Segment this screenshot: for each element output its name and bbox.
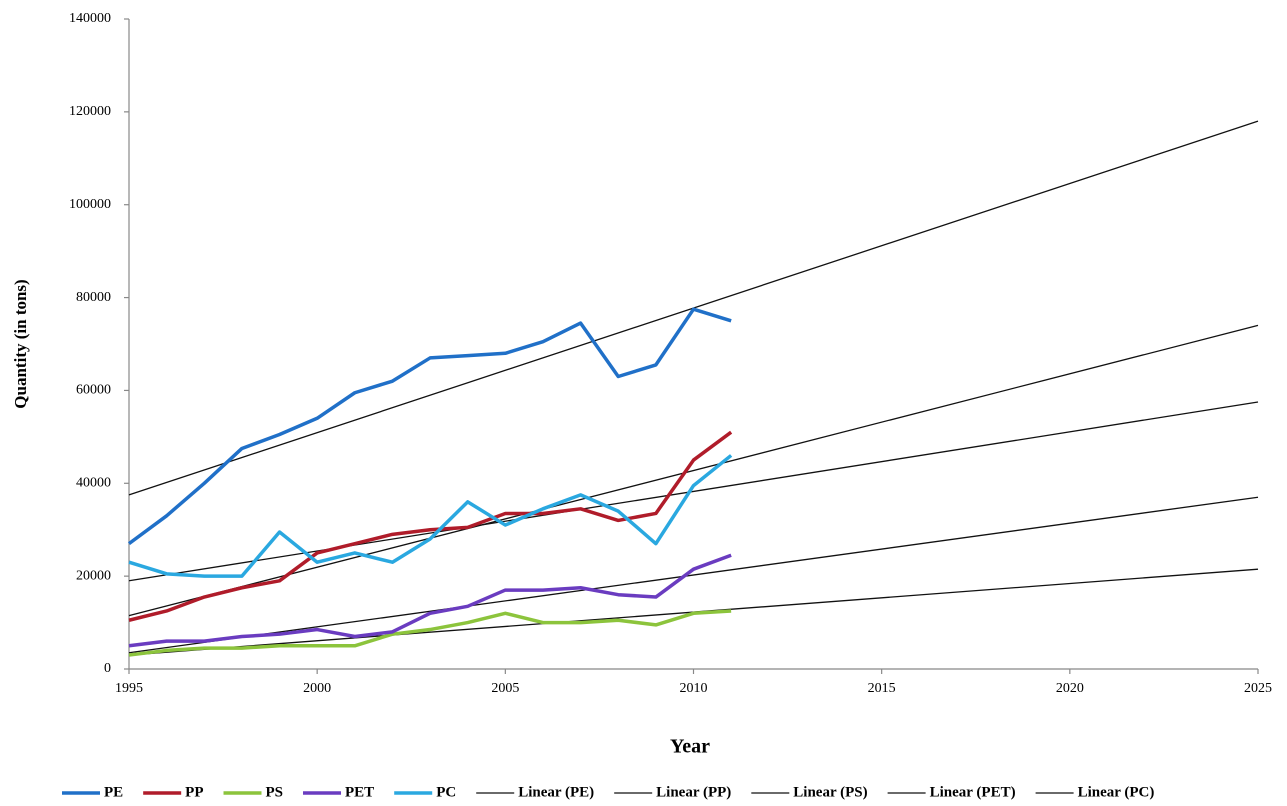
legend-label: Linear (PET) bbox=[930, 784, 1016, 800]
legend-label: PS bbox=[266, 784, 284, 800]
y-tick-label: 40000 bbox=[76, 476, 111, 491]
x-tick-label: 2020 bbox=[1056, 681, 1084, 696]
legend-label: PE bbox=[104, 784, 123, 800]
series-line bbox=[128, 454, 733, 578]
series-line bbox=[128, 553, 732, 648]
x-axis-label: Year bbox=[670, 736, 710, 758]
x-tick-label: 2005 bbox=[491, 681, 519, 696]
series-line bbox=[128, 430, 733, 622]
legend-label: PC bbox=[436, 784, 456, 800]
series-line bbox=[128, 324, 1259, 617]
y-axis-label: Quantity (in tons) bbox=[11, 279, 30, 408]
x-tick-label: 2010 bbox=[680, 681, 708, 696]
y-tick-label: 120000 bbox=[69, 104, 111, 119]
y-tick-label: 0 bbox=[104, 661, 111, 676]
legend-label: Linear (PE) bbox=[518, 784, 594, 800]
y-tick-label: 60000 bbox=[76, 383, 111, 398]
legend-label: PP bbox=[185, 784, 203, 800]
y-tick-label: 20000 bbox=[76, 568, 111, 583]
x-tick-label: 2015 bbox=[868, 681, 896, 696]
legend-label: Linear (PP) bbox=[656, 784, 731, 800]
y-tick-label: 80000 bbox=[76, 290, 111, 305]
x-tick-label: 2000 bbox=[303, 681, 331, 696]
y-tick-label: 100000 bbox=[69, 197, 111, 212]
legend-label: PET bbox=[345, 784, 374, 800]
series-line bbox=[127, 307, 732, 546]
x-tick-label: 1995 bbox=[115, 681, 143, 696]
y-tick-label: 140000 bbox=[69, 11, 111, 26]
series-line bbox=[128, 609, 732, 657]
legend-label: Linear (PS) bbox=[793, 784, 867, 800]
x-tick-label: 2025 bbox=[1244, 681, 1272, 696]
series-line bbox=[128, 496, 1259, 654]
series-line bbox=[128, 401, 1259, 582]
legend-label: Linear (PC) bbox=[1078, 784, 1155, 800]
